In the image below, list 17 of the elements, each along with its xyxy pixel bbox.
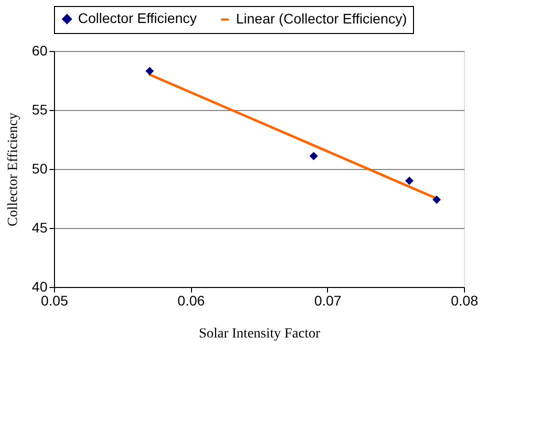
y-tick-label: 40 <box>32 278 48 294</box>
legend-label: Linear (Collector Efficiency) <box>236 10 407 26</box>
point <box>309 152 318 160</box>
y-axis-title: Collector Efficiency <box>6 112 21 226</box>
point <box>145 66 154 76</box>
legend-label: Collector Efficiency <box>78 10 197 26</box>
x-axis-title: Solar Intensity Factor <box>198 326 320 342</box>
x-tick-label: 0.08 <box>450 292 478 308</box>
point <box>432 195 441 204</box>
y-tick-label: 45 <box>32 220 48 236</box>
point <box>405 176 414 185</box>
y-tick-label: 55 <box>32 102 48 118</box>
x-tick-label: 0.06 <box>178 292 206 308</box>
y-tick-label: 60 <box>32 42 48 58</box>
y-tick-label: 50 <box>32 160 48 176</box>
x-tick-label: 0.07 <box>314 292 342 308</box>
x-tick-label: 0.05 <box>40 292 68 308</box>
